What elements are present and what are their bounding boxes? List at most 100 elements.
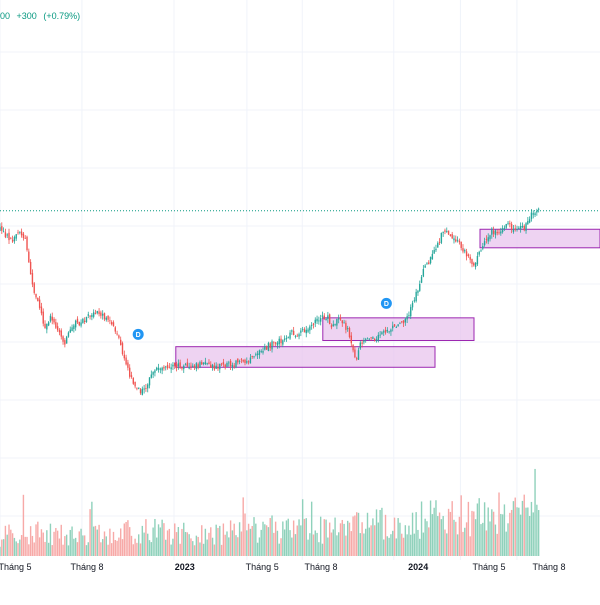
candle-body [148, 377, 151, 386]
volume-bar [94, 525, 97, 556]
volume-bar [265, 525, 268, 556]
candle-body [193, 365, 196, 368]
volume-bar [121, 539, 124, 556]
volume-bar [379, 510, 381, 556]
candle-body [413, 300, 416, 302]
candle-body [537, 208, 540, 210]
candle-body [20, 231, 23, 236]
volume-bar [226, 531, 228, 556]
volume-bar [341, 519, 343, 556]
volume-bar [247, 523, 250, 556]
candle-body [65, 336, 68, 344]
volume-bar [202, 543, 205, 556]
volume-bar [139, 543, 142, 556]
candle-body [60, 330, 62, 337]
volume-bar [449, 511, 452, 556]
volume-bar [527, 507, 529, 556]
candle-body [139, 389, 142, 394]
volume-bar [181, 528, 183, 556]
candle-body [233, 365, 235, 367]
volume-bar [435, 500, 437, 556]
candle-body [417, 290, 419, 293]
volume-bar [267, 527, 270, 556]
candle-body [294, 336, 297, 337]
candle-body [73, 325, 75, 330]
volume-bar [96, 529, 98, 556]
candle-body [210, 364, 212, 368]
volume-bar [482, 522, 484, 556]
candle-body [282, 340, 284, 345]
candle-body [530, 212, 533, 220]
volume-bar [92, 526, 95, 556]
candle-body [285, 338, 288, 339]
candle-body [114, 327, 116, 332]
candle-body [501, 228, 504, 233]
candle-body [264, 346, 266, 350]
candle-body [17, 232, 19, 234]
candle-body [120, 339, 122, 345]
volume-bar [217, 527, 219, 556]
volume-bar [271, 515, 273, 556]
candle-body [366, 338, 369, 340]
volume-bar [478, 498, 480, 556]
volume-bar [6, 534, 8, 556]
candle-body [138, 387, 140, 389]
candle-body [237, 358, 239, 363]
candle-body [2, 231, 5, 233]
volume-bar [177, 527, 180, 556]
volume-bar [255, 523, 257, 556]
candle-body [388, 331, 390, 333]
candle-body [220, 363, 223, 365]
volume-bar [332, 529, 334, 556]
volume-bar [469, 536, 471, 556]
volume-bar [536, 504, 538, 556]
candle-body [26, 236, 28, 251]
candle-body [202, 362, 205, 365]
candle-body [301, 328, 304, 330]
candle-body [101, 313, 104, 316]
candle-body [44, 323, 46, 329]
volume-bar [37, 521, 39, 556]
candle-body [83, 320, 86, 322]
candle-body [213, 365, 216, 370]
candle-body [469, 256, 471, 260]
volume-bar [110, 543, 113, 556]
volume-bar [55, 527, 57, 556]
candle-body [289, 332, 291, 339]
volume-bar [518, 507, 520, 556]
volume-bar [159, 527, 162, 556]
volume-bar [438, 512, 441, 556]
volume-bar [514, 497, 516, 556]
candle-body [298, 334, 300, 337]
candle-body [480, 250, 482, 252]
candle-body [53, 318, 55, 323]
candle-body [10, 238, 12, 240]
volume-bar [69, 529, 71, 556]
candle-body [195, 363, 198, 369]
volume-bar [56, 530, 59, 556]
volume-bar [83, 535, 86, 556]
volume-bar [33, 542, 35, 556]
candle-body [525, 223, 527, 231]
candle-body [15, 234, 17, 239]
dividend-marker-label: D [136, 332, 141, 339]
candle-body [211, 364, 214, 368]
volume-bar [476, 503, 479, 556]
candle-body [305, 329, 307, 334]
volume-bar [11, 533, 14, 556]
candle-body [175, 364, 178, 369]
candle-body [280, 338, 282, 344]
candle-body [143, 388, 145, 390]
volume-bar [303, 518, 306, 556]
x-axis-tick-label: Tháng 5 [246, 562, 279, 572]
candle-body [190, 365, 192, 367]
volume-bar [31, 535, 34, 556]
candle-body [383, 331, 385, 333]
candle-body [355, 358, 358, 360]
volume-bar [318, 542, 320, 556]
candle-body [71, 327, 73, 331]
last-price-fragment: 00 [0, 11, 11, 21]
candle-body [435, 248, 437, 251]
